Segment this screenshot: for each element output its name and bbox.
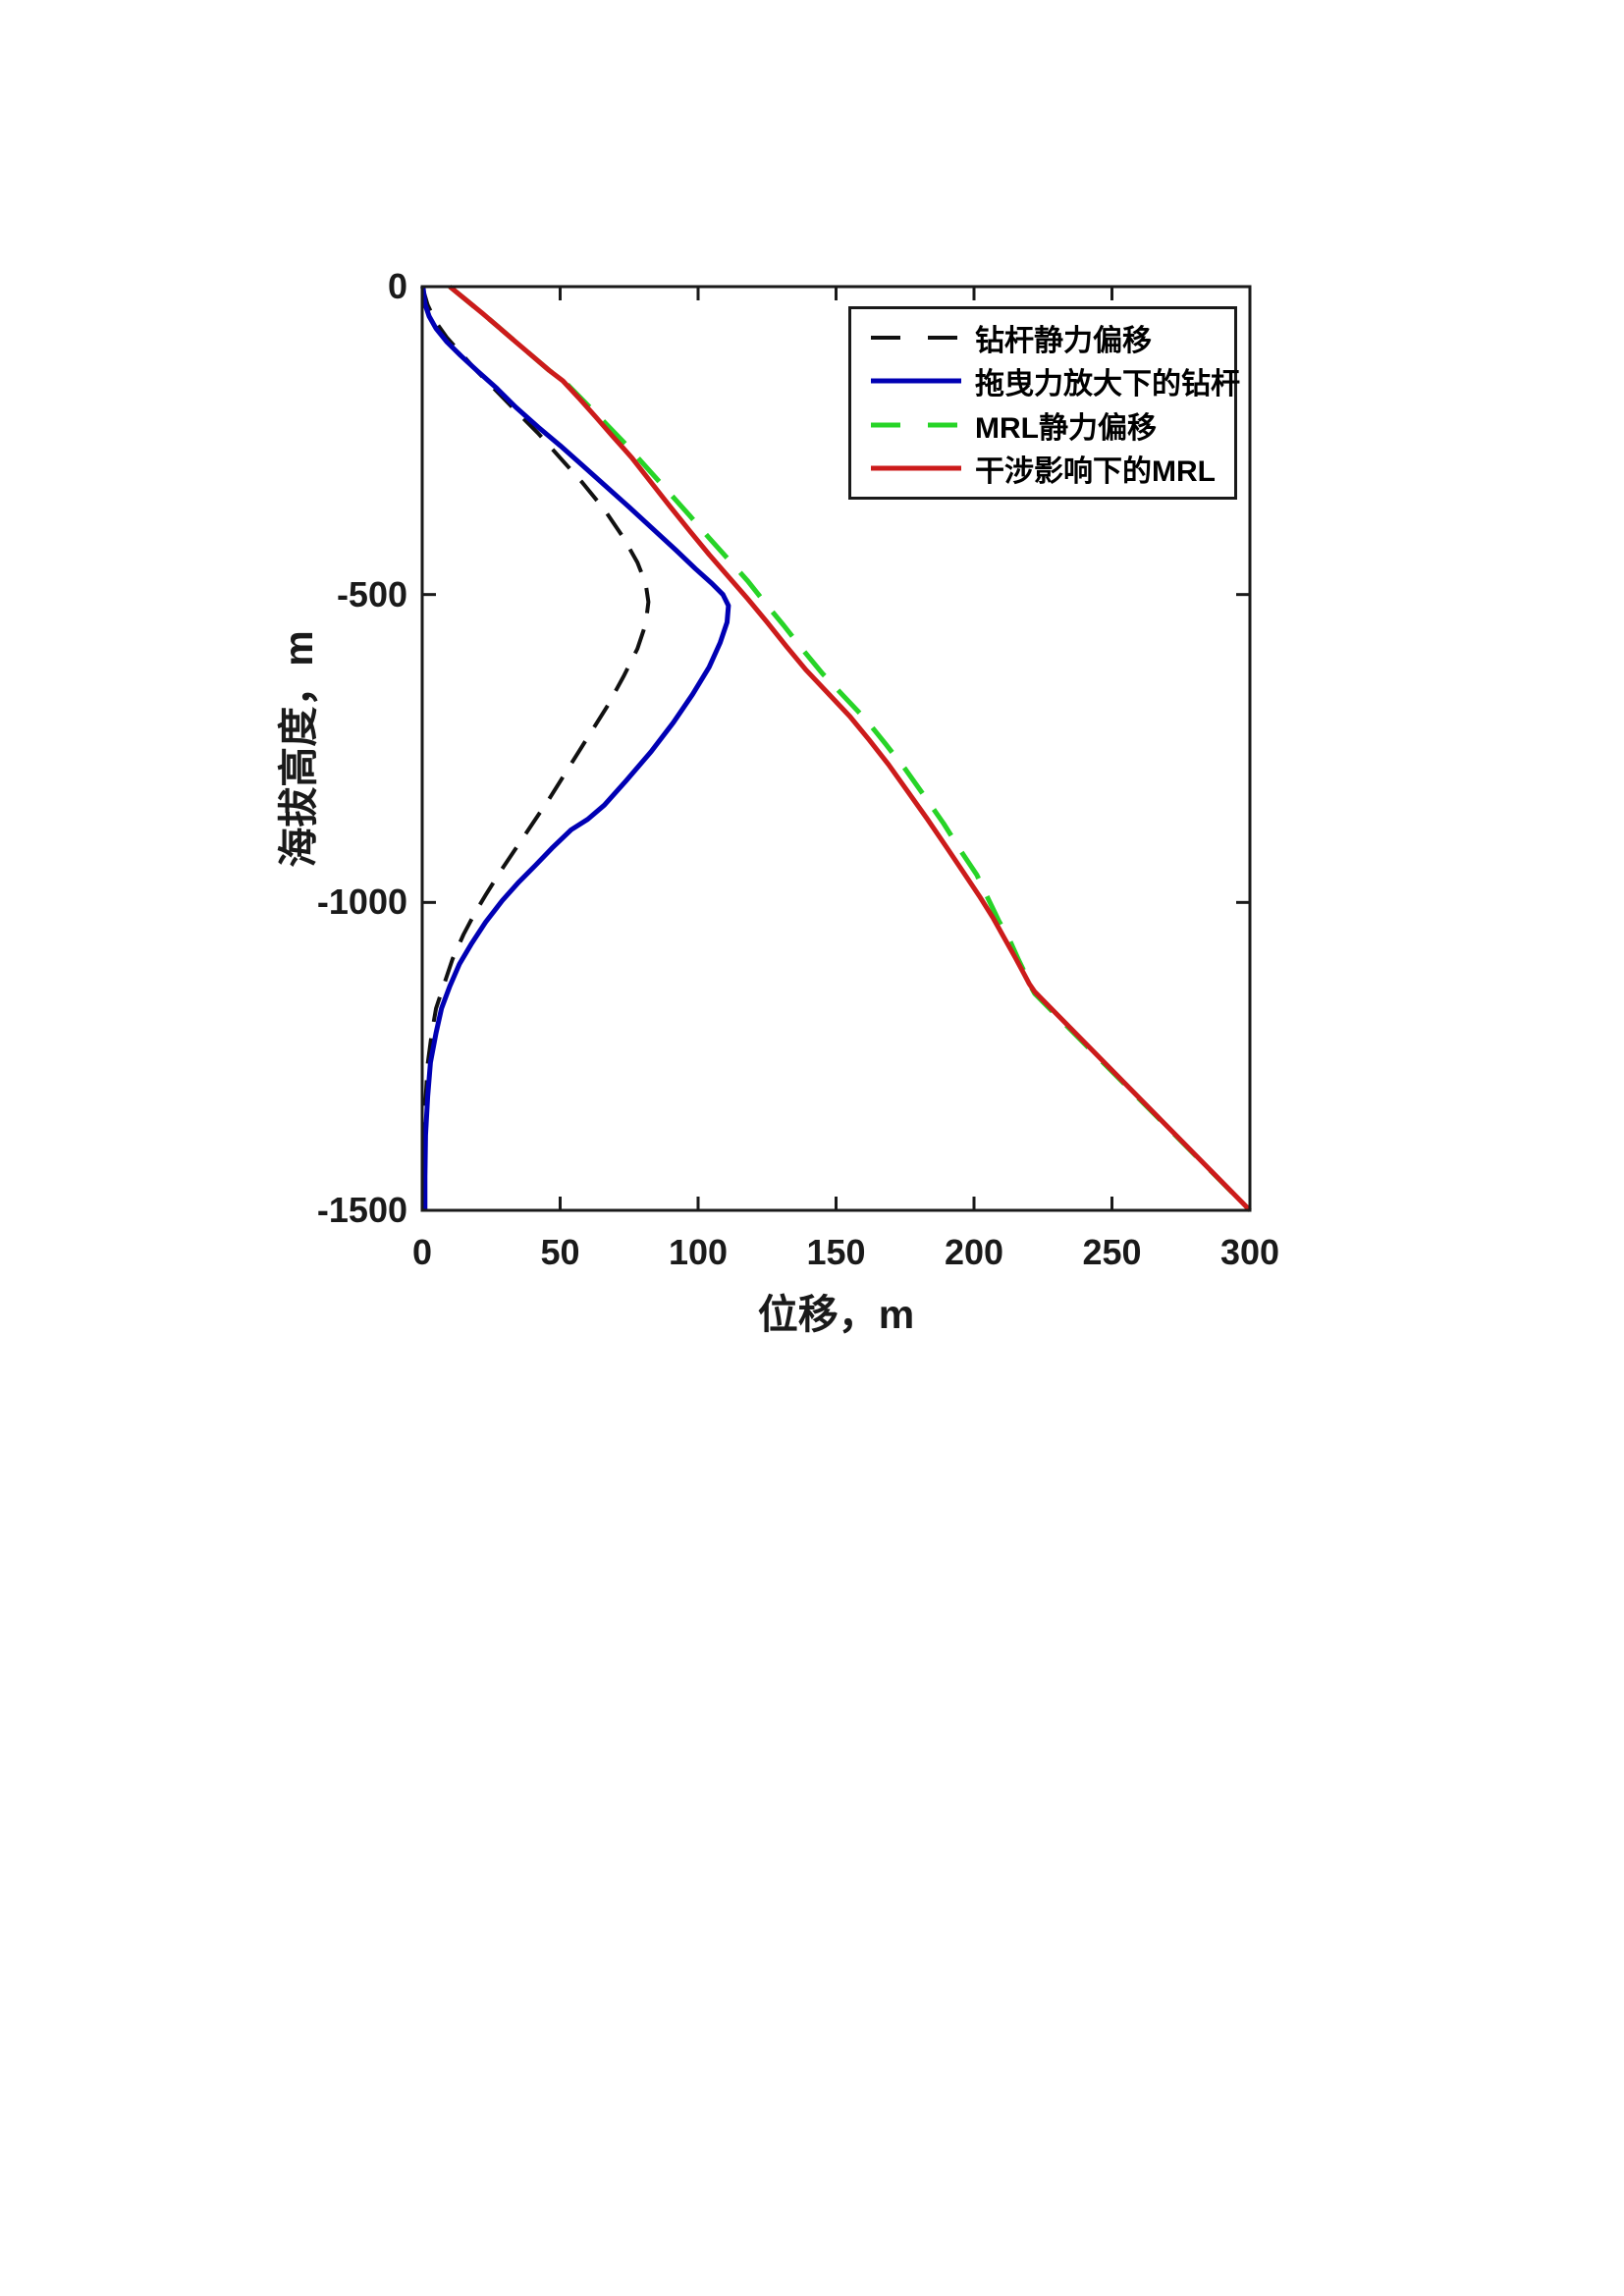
legend-dashed-line-icon xyxy=(871,422,961,428)
series-curve-3 xyxy=(448,285,1252,1212)
x-tick-label-50: 50 xyxy=(540,1232,580,1272)
legend-item-1: 拖曳力放大下的钻杆 xyxy=(851,359,1240,402)
legend-item-label: 干涉影响下的MRL xyxy=(975,455,1216,489)
legend-solid-line-icon xyxy=(871,465,961,471)
x-tick-label-150: 150 xyxy=(806,1232,866,1272)
legend-item-3: 干涉影响下的MRL xyxy=(851,447,1234,490)
x-tick-label-0: 0 xyxy=(411,1232,433,1272)
y-axis-label: 海拔高度，m xyxy=(276,629,321,868)
y-tick-label-0: 0 xyxy=(387,266,407,306)
y-tick-label--1500: -1500 xyxy=(316,1190,407,1230)
y-tick-label--500: -500 xyxy=(336,573,407,614)
x-axis-label: 位移，m xyxy=(757,1292,915,1337)
legend-dashed-line-icon xyxy=(871,335,961,340)
legend-solid-line-icon xyxy=(871,378,961,384)
y-tick-label--1000: -1000 xyxy=(316,881,407,923)
x-tick-label-300: 300 xyxy=(1219,1232,1280,1272)
x-tick-label-100: 100 xyxy=(668,1232,729,1272)
x-tick-label-250: 250 xyxy=(1082,1232,1142,1272)
x-tick-label-200: 200 xyxy=(944,1232,1004,1272)
legend-item-0: 钻杆静力偏移 xyxy=(851,316,1234,359)
legend-box: 钻杆静力偏移拖曳力放大下的钻杆 MRL静力偏移干涉影响下的MRL xyxy=(848,306,1240,500)
legend-item-label: 拖曳力放大下的钻杆 xyxy=(975,368,1240,401)
legend-item-label: 钻杆静力偏移 xyxy=(975,324,1152,357)
legend-item-2: MRL静力偏移 xyxy=(851,403,1234,447)
legend-item-label: MRL静力偏移 xyxy=(975,411,1157,445)
series-curve-1 xyxy=(420,286,731,1210)
